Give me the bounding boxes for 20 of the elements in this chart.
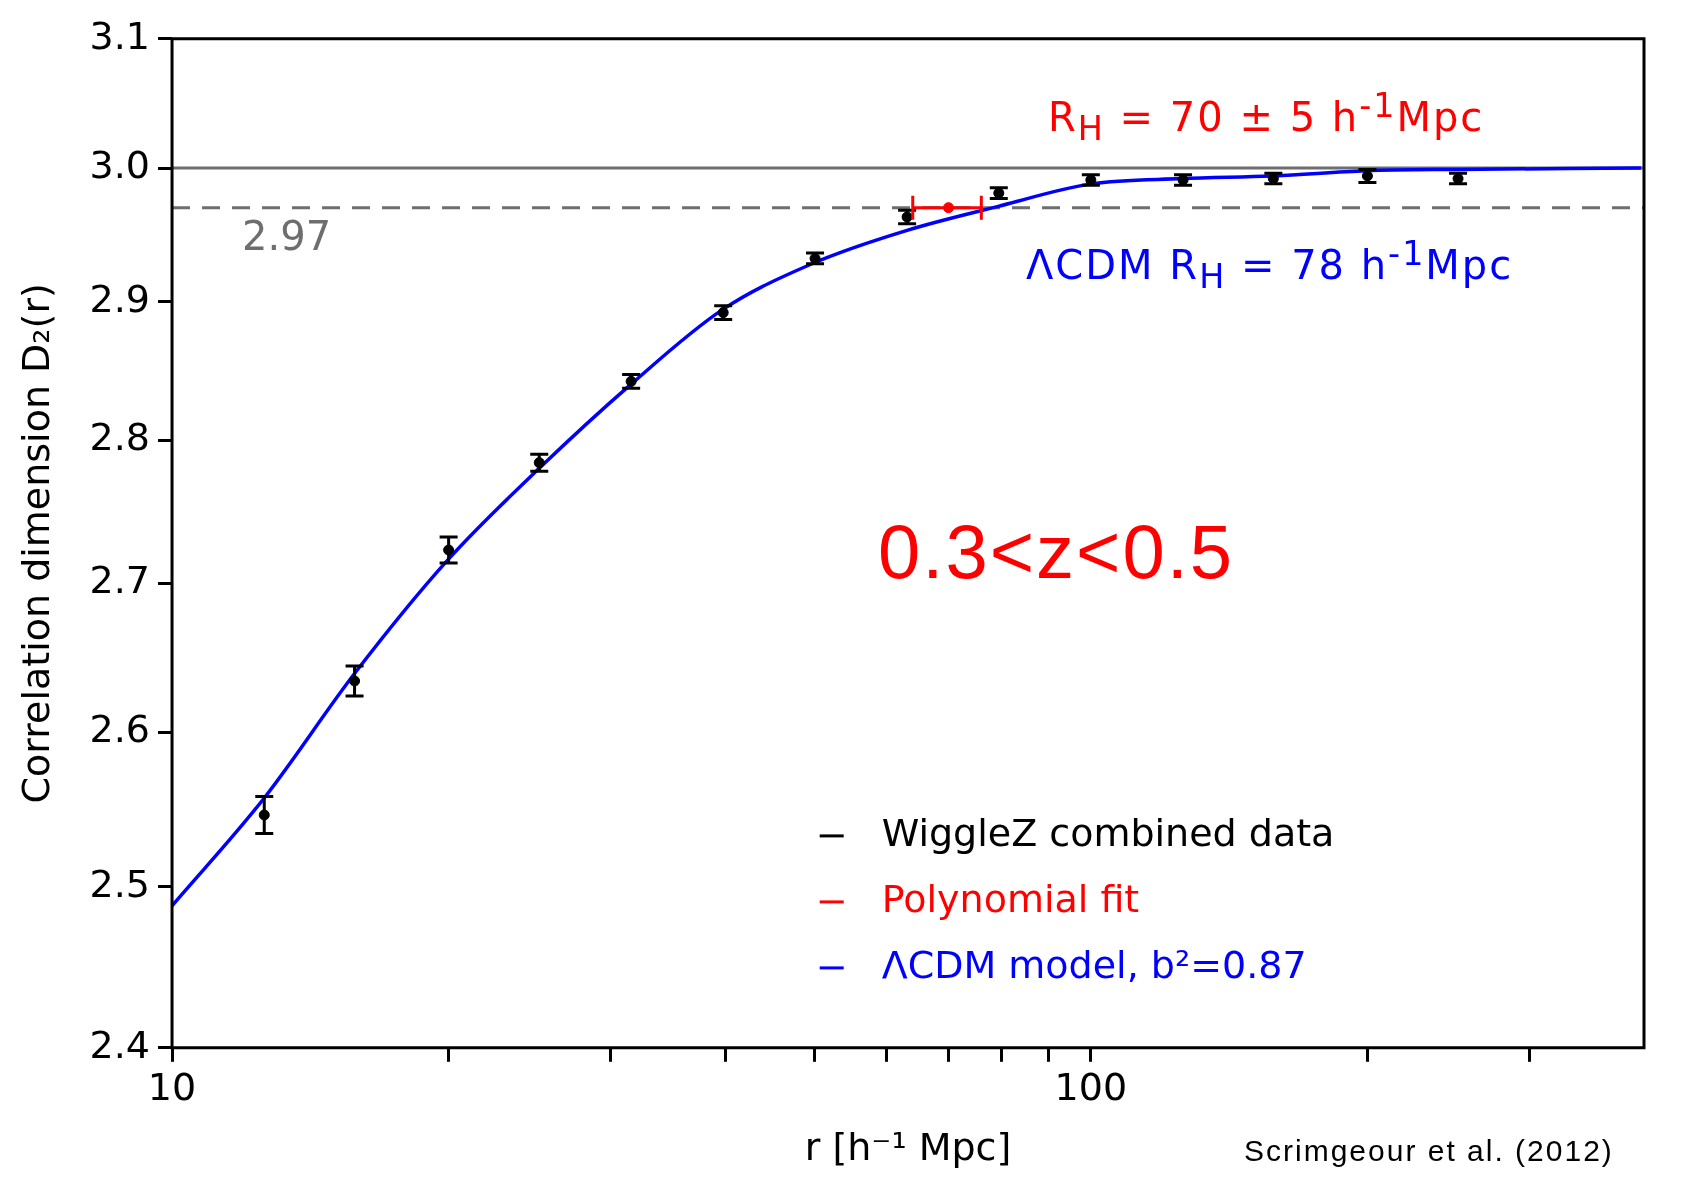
x-tick-label: 100 xyxy=(1054,1065,1128,1110)
annotation: ΛCDM R$_{H}$ = 78 h$^{-1}$Mpc xyxy=(1026,234,1514,297)
y-tick-label: 2.7 xyxy=(89,558,151,603)
y-axis-title: Correlation dimension D₂(r) xyxy=(13,283,58,804)
ref-line-label: 2.97 xyxy=(242,213,332,260)
x-axis-title: r [h⁻¹ Mpc] xyxy=(804,1125,1012,1170)
annotation: R$_{H}$ = 70 ± 5 h$^{-1}$Mpc xyxy=(1048,86,1485,149)
y-tick-label: 2.8 xyxy=(89,414,151,459)
y-tick-label: 3.0 xyxy=(89,142,151,187)
legend-label: Polynomial fit xyxy=(881,876,1140,921)
y-tick-label: 2.5 xyxy=(89,861,151,906)
legend-label: WiggleZ combined data xyxy=(881,810,1335,855)
x-tick-label: 10 xyxy=(147,1065,197,1110)
annotation: 0.3<z<0.5 xyxy=(878,508,1235,595)
y-tick-label: 2.9 xyxy=(89,276,151,321)
y-tick-label: 2.4 xyxy=(89,1022,151,1067)
legend-label: ΛCDM model, b²=0.87 xyxy=(881,942,1307,987)
y-tick-label: 3.1 xyxy=(89,13,151,58)
text: Scrimgeour et al. (2012) xyxy=(1244,1134,1614,1168)
y-tick-label: 2.6 xyxy=(89,707,151,752)
